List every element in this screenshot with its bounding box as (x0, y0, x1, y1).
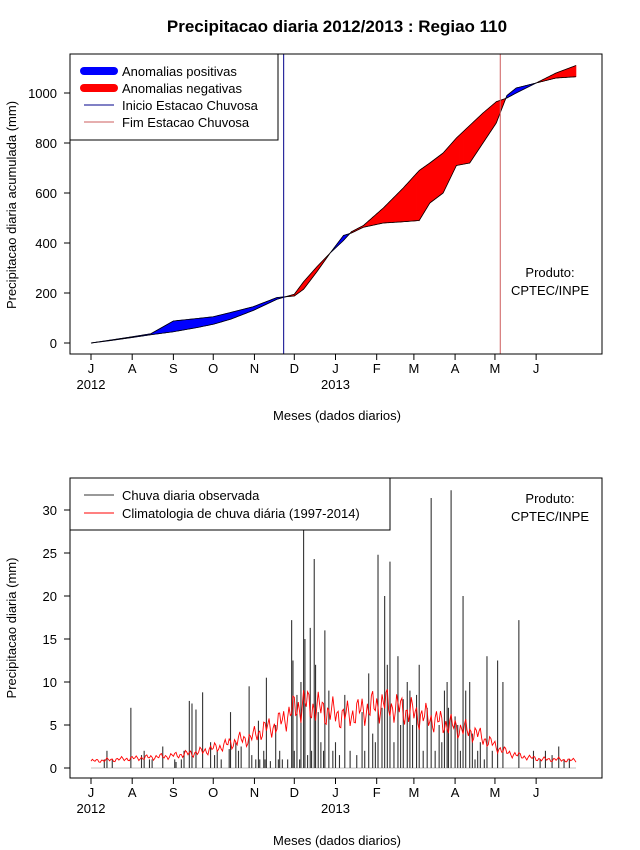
accumulated-x-tick-label: J (88, 361, 95, 376)
accumulated-x-tick-label: A (128, 361, 137, 376)
daily-y-tick-label: 0 (50, 761, 57, 776)
accumulated-product-source: CPTEC/INPE (511, 283, 589, 298)
daily-x-tick-label: J (533, 785, 540, 800)
legend-label-end: Fim Estacao Chuvosa (122, 115, 250, 130)
accumulated-x-tick-label: J (332, 361, 339, 376)
daily-product-source: CPTEC/INPE (511, 509, 589, 524)
accumulated-y-tick-label: 0 (50, 336, 57, 351)
accumulated-x-tick-label: D (290, 361, 299, 376)
climatology-accumulated-line (90, 65, 577, 344)
accumulated-y-tick-label: 1000 (28, 86, 57, 101)
legend-label-climatology: Climatologia de chuva diária (1997-2014) (122, 506, 360, 521)
accumulated-product-label: Produto: (525, 265, 574, 280)
daily-y-tick-label: 15 (43, 632, 57, 647)
daily-x-tick-label: A (128, 785, 137, 800)
daily-x-tick-label: S (169, 785, 178, 800)
daily-x-tick-label: M (408, 785, 419, 800)
daily-marks (90, 490, 577, 769)
daily-product-label: Produto: (525, 491, 574, 506)
accumulated-y-label: Precipitacao diaria acumulada (mm) (4, 101, 19, 309)
accumulated-y-tick-label: 800 (35, 136, 57, 151)
accumulated-x-tick-label: N (250, 361, 259, 376)
daily-y-tick-label: 25 (43, 546, 57, 561)
accumulated-y-tick-label: 200 (35, 286, 57, 301)
accumulated-legend: Anomalias positivas Anomalias negativas … (69, 53, 279, 141)
daily-x-tick-label: A (451, 785, 460, 800)
legend-label-negative: Anomalias negativas (122, 81, 242, 96)
accumulated-marks (90, 54, 577, 354)
legend-label-observed: Chuva diaria observada (122, 488, 260, 503)
accumulated-x-tick-label: F (373, 361, 381, 376)
accumulated-x-tick-label: S (169, 361, 178, 376)
figure-title: Precipitacao diaria 2012/2013 : Regiao 1… (167, 17, 507, 36)
observed-accumulated-line (90, 76, 577, 344)
daily-x-tick-label: O (208, 785, 218, 800)
accumulated-x-tick-label: M (408, 361, 419, 376)
accumulated-x-tick-label: J (533, 361, 540, 376)
accumulated-x-tick-label: M (490, 361, 501, 376)
accumulated-y-axis: 0 200 400 600 800 1000 (28, 86, 71, 351)
daily-y-tick-label: 5 (50, 718, 57, 733)
daily-y-tick-label: 30 (43, 503, 57, 518)
daily-year-label: 2013 (321, 801, 350, 816)
daily-y-tick-label: 10 (43, 675, 57, 690)
accumulated-y-tick-label: 600 (35, 186, 57, 201)
daily-year-label: 2012 (77, 801, 106, 816)
daily-legend: Chuva diaria observada Climatologia de c… (69, 477, 391, 531)
legend-label-onset: Inicio Estacao Chuvosa (122, 98, 259, 113)
daily-x-tick-label: N (250, 785, 259, 800)
accumulated-x-tick-label: A (451, 361, 460, 376)
legend-label-positive: Anomalias positivas (122, 64, 237, 79)
daily-x-tick-label: D (290, 785, 299, 800)
daily-y-tick-label: 20 (43, 589, 57, 604)
daily-y-label: Precipitacao diaria (mm) (4, 558, 19, 699)
daily-x-tick-label: J (88, 785, 95, 800)
daily-x-tick-label: J (332, 785, 339, 800)
anomaly-negative-fill (574, 65, 577, 78)
climatology-daily-line (90, 688, 577, 763)
daily-legend-box (69, 477, 391, 531)
daily-x-tick-label: M (490, 785, 501, 800)
daily-x-label: Meses (dados diarios) (273, 833, 401, 848)
accumulated-x-tick-label: O (208, 361, 218, 376)
accumulated-year-label: 2012 (77, 377, 106, 392)
accumulated-x-label: Meses (dados diarios) (273, 408, 401, 423)
daily-x-tick-label: F (373, 785, 381, 800)
daily-y-axis: 0 5 10 15 20 25 30 (43, 503, 71, 776)
accumulated-y-tick-label: 400 (35, 236, 57, 251)
accumulated-year-label: 2013 (321, 377, 350, 392)
